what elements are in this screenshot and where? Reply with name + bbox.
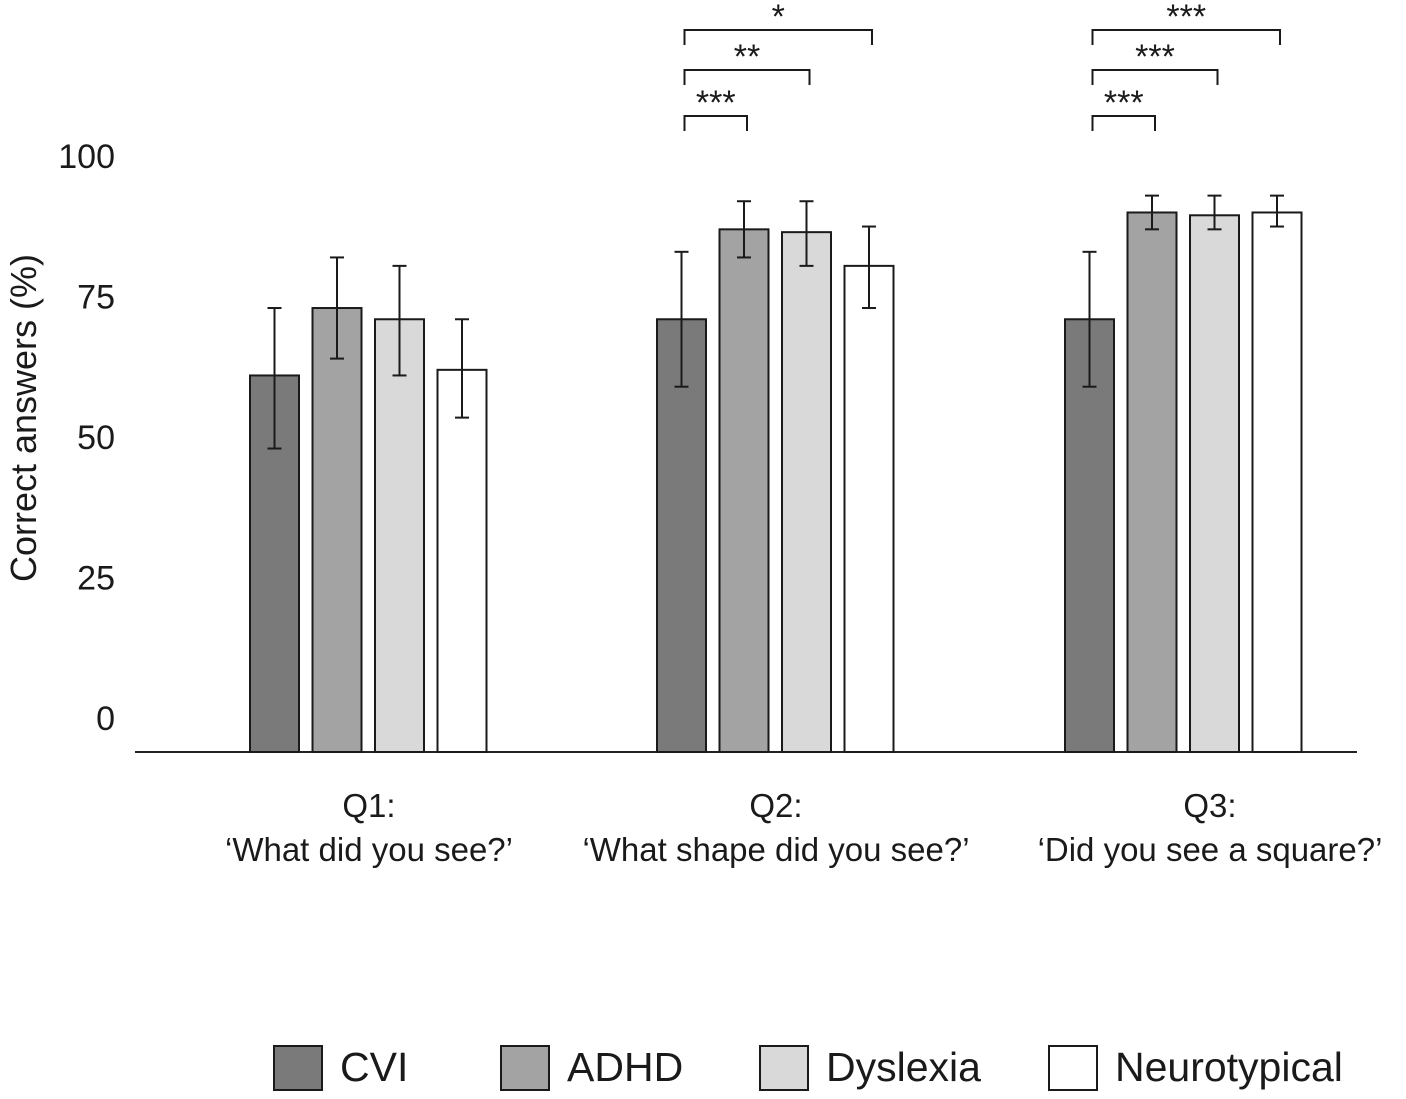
- legend-swatch-cvi: [273, 1045, 323, 1091]
- significance-label: **: [734, 38, 760, 76]
- bar-adhd-q2: [718, 228, 770, 753]
- category-label-q1-line1: Q1:: [342, 787, 395, 824]
- significance-label: *: [772, 0, 785, 36]
- category-label-q2-line2: ‘What shape did you see?’: [582, 831, 969, 868]
- legend: CVI ADHD Dyslexia Neurotypical: [273, 1044, 1343, 1091]
- y-tick-label-50: 50: [77, 419, 115, 457]
- category-label-q1-line2: ‘What did you see?’: [225, 831, 513, 868]
- y-tick-label-0: 0: [96, 700, 115, 738]
- legend-label-neurotypical: Neurotypical: [1115, 1044, 1343, 1090]
- significance-bracket-line: [683, 69, 811, 85]
- significance-label: ***: [1104, 84, 1144, 122]
- legend-swatch-adhd: [500, 1045, 550, 1091]
- y-tick-label-75: 75: [77, 279, 115, 317]
- legend-item-dyslexia: Dyslexia: [759, 1044, 981, 1091]
- bar-dyslexia-q3: [1189, 214, 1240, 754]
- category-label-q3-line1: Q3:: [1183, 787, 1236, 824]
- legend-item-cvi: CVI: [273, 1044, 408, 1091]
- bar-dyslexia-q1: [374, 318, 425, 753]
- significance-label: ***: [1166, 0, 1206, 36]
- significance-brackets: ***************: [683, 0, 1281, 131]
- category-label-q3-line2: ‘Did you see a square?’: [1038, 831, 1383, 868]
- bar-neurotypical-q3: [1251, 211, 1303, 754]
- bar-neurotypical-q2: [843, 264, 895, 753]
- legend-label-dyslexia: Dyslexia: [826, 1044, 981, 1090]
- error-bars-group: [267, 194, 1284, 450]
- y-axis-ticks: 0 25 50 75 100: [58, 138, 115, 738]
- significance-bracket-line: [1091, 29, 1281, 45]
- significance-label: ***: [1135, 38, 1175, 76]
- y-tick-label-25: 25: [77, 560, 115, 598]
- y-axis-label: Correct answers (%): [3, 254, 44, 582]
- legend-swatch-dyslexia: [759, 1045, 809, 1091]
- legend-label-cvi: CVI: [340, 1044, 408, 1090]
- significance-bracket-q3-0-3: ***: [1091, 0, 1281, 45]
- significance-bracket-q2-0-1: ***: [683, 84, 748, 131]
- significance-bracket-line: [1091, 115, 1156, 131]
- significance-bracket-line: [683, 29, 873, 45]
- bar-dyslexia-q2: [781, 231, 832, 753]
- category-label-q2-line1: Q2:: [749, 787, 802, 824]
- category-labels: Q1: ‘What did you see?’ Q2: ‘What shape did…: [225, 787, 1382, 868]
- legend-swatch-neurotypical: [1048, 1045, 1098, 1091]
- bars-group: [249, 211, 1303, 754]
- bar-adhd-q1: [311, 307, 363, 753]
- bar-adhd-q3: [1126, 211, 1178, 754]
- significance-bracket-q2-0-2: **: [683, 38, 811, 85]
- y-tick-label-100: 100: [58, 138, 115, 176]
- significance-bracket-q2-0-3: *: [683, 0, 873, 45]
- significance-bracket-line: [683, 115, 748, 131]
- significance-bracket-q3-0-2: ***: [1091, 38, 1219, 85]
- legend-item-neurotypical: Neurotypical: [1048, 1044, 1343, 1091]
- bar-cvi-q2: [656, 318, 707, 753]
- significance-label: ***: [696, 84, 736, 122]
- legend-label-adhd: ADHD: [567, 1044, 683, 1090]
- bar-neurotypical-q1: [436, 368, 488, 753]
- legend-item-adhd: ADHD: [500, 1044, 683, 1091]
- significance-bracket-q3-0-1: ***: [1091, 84, 1156, 131]
- significance-bracket-line: [1091, 69, 1219, 85]
